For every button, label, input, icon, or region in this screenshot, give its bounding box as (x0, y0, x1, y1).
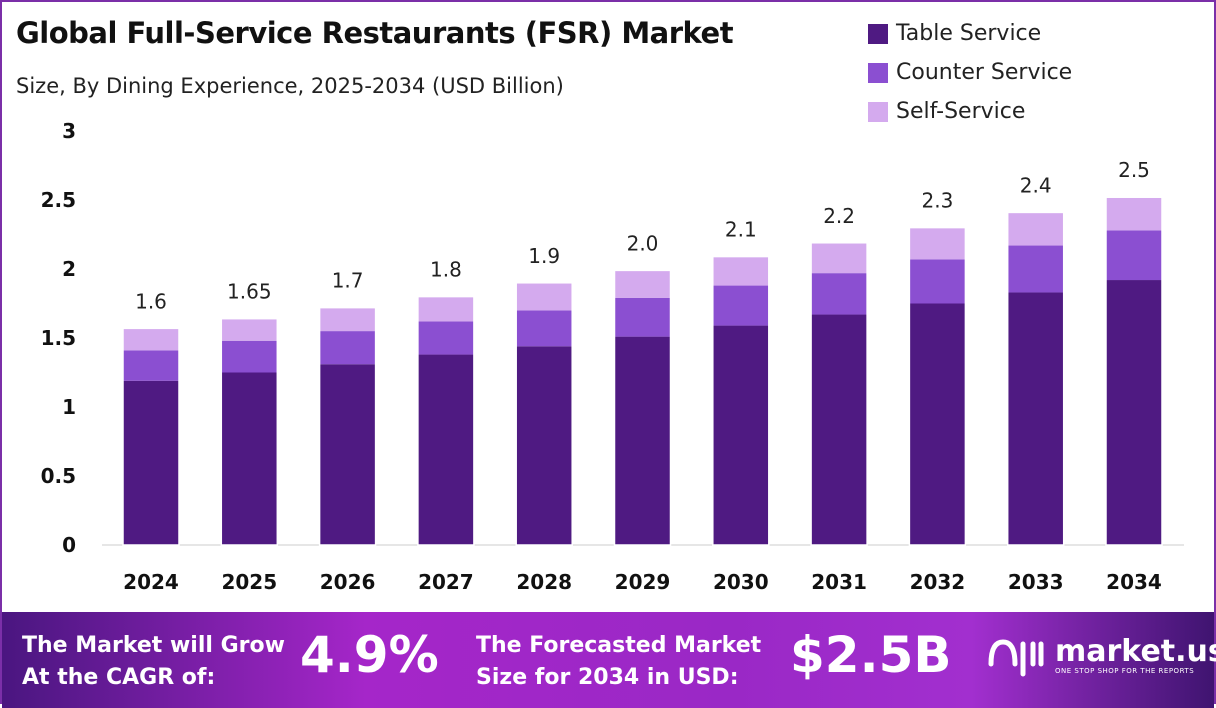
bar-segment-self-service (909, 227, 966, 260)
bar-segment-counter-service (516, 310, 573, 347)
bar-outline (1006, 211, 1065, 546)
bar-segment-table-service (712, 325, 769, 545)
bar-segment-counter-service (909, 259, 966, 304)
bar-segment-self-service (811, 242, 868, 274)
bar-segment-table-service (417, 354, 474, 545)
total-label: 2.2 (823, 204, 855, 228)
bar-outline (712, 255, 770, 546)
x-tick-label: 2029 (615, 570, 671, 594)
bar-segment-table-service (811, 314, 868, 545)
total-label: 1.9 (528, 244, 560, 268)
bar-outline (1105, 196, 1163, 546)
x-tick-label: 2025 (221, 570, 277, 594)
y-tick-label: 3 (62, 119, 76, 143)
logo: market.us ONE STOP SHOP FOR THE REPORTS (987, 634, 1216, 678)
logo-text: market.us (1055, 634, 1216, 669)
bar-segment-self-service (1007, 212, 1064, 246)
x-tick-label: 2024 (123, 570, 179, 594)
y-tick-label: 1 (62, 395, 76, 419)
x-tick-label: 2033 (1008, 570, 1064, 594)
bar-segment-counter-service (1106, 230, 1162, 281)
bar-segment-self-service (417, 296, 474, 322)
bar-segment-counter-service (712, 285, 769, 326)
bar-segment-table-service (221, 372, 278, 545)
bar-segment-counter-service (811, 273, 868, 315)
y-tick-label: 2 (62, 257, 76, 281)
bar-segment-counter-service (614, 297, 671, 337)
bar-segment-counter-service (123, 350, 179, 381)
footer-banner: The Market will Grow At the CAGR of: 4.9%… (2, 612, 1216, 708)
x-tick-label: 2028 (516, 570, 572, 594)
bar-segment-counter-service (319, 331, 376, 365)
bar-segment-self-service (319, 307, 376, 332)
x-tick-label: 2027 (418, 570, 474, 594)
bar-segment-counter-service (1007, 245, 1064, 293)
logo-icon (988, 639, 1044, 677)
total-label: 2.0 (627, 231, 659, 255)
bar-segment-table-service (614, 336, 671, 545)
bar-outline (810, 242, 868, 546)
y-tick-label: 0.5 (41, 464, 76, 488)
plot-area: 0 0.5 1 1.5 2 2.5 3 1.6 2024 1.65 2025 1.7 2026 1.8 20… (41, 119, 1184, 594)
total-label: 2.3 (921, 189, 953, 213)
total-label: 2.5 (1118, 158, 1150, 182)
x-tick-label: 2026 (320, 570, 376, 594)
legend: Table Service Counter Service Self-Servi… (868, 14, 1072, 131)
cagr-value: 4.9% (300, 626, 439, 684)
total-label: 1.8 (430, 258, 462, 282)
legend-item-counter: Counter Service (868, 53, 1072, 92)
cagr-text-2: At the CAGR of: (22, 665, 216, 690)
total-label: 1.6 (135, 289, 167, 313)
bar-segment-self-service (614, 270, 671, 298)
x-tick-label: 2032 (910, 570, 966, 594)
total-label: 2.1 (725, 218, 757, 242)
bar-outline (318, 306, 377, 546)
chart-title: Global Full-Service Restaurants (FSR) Ma… (16, 16, 734, 50)
x-tick-label: 2030 (713, 570, 769, 594)
forecast-text-1: The Forecasted Market (476, 633, 762, 658)
legend-item-self: Self-Service (868, 92, 1072, 131)
bar-segment-self-service (221, 318, 278, 341)
legend-item-table: Table Service (868, 14, 1072, 53)
bar-outline (417, 295, 475, 546)
bar-segment-counter-service (221, 340, 278, 373)
forecast-value: $2.5B (790, 626, 952, 684)
bar-segment-table-service (1007, 292, 1064, 545)
logo-tagline: ONE STOP SHOP FOR THE REPORTS (1055, 667, 1195, 675)
chart-subtitle: Size, By Dining Experience, 2025-2034 (U… (16, 74, 564, 98)
total-label: 1.7 (332, 269, 364, 293)
y-tick-label: 1.5 (41, 326, 76, 350)
bar-segment-table-service (123, 380, 179, 545)
bar-segment-counter-service (417, 321, 474, 355)
bar-outline (613, 269, 672, 546)
cagr-text-1: The Market will Grow (22, 633, 285, 658)
y-tick-label: 2.5 (41, 188, 76, 212)
bar-segment-table-service (909, 303, 966, 545)
bar-segment-table-service (516, 346, 573, 545)
bar-outline (122, 327, 180, 546)
bar-segment-self-service (516, 282, 573, 311)
x-tick-label: 2031 (811, 570, 867, 594)
forecast-text-2: Size for 2034 in USD: (476, 665, 739, 690)
y-tick-label: 0 (62, 533, 76, 557)
bar-outline (220, 317, 279, 546)
x-tick-label: 2034 (1106, 570, 1162, 594)
total-label: 2.4 (1020, 173, 1052, 197)
total-label: 1.65 (227, 280, 272, 304)
bar-segment-table-service (1106, 280, 1162, 545)
bar-segment-self-service (1106, 197, 1162, 231)
bar-segment-table-service (319, 364, 376, 545)
bar-outline (515, 282, 573, 546)
bar-outline (908, 226, 967, 546)
bar-segment-self-service (123, 328, 179, 351)
bar-segment-self-service (712, 256, 769, 286)
